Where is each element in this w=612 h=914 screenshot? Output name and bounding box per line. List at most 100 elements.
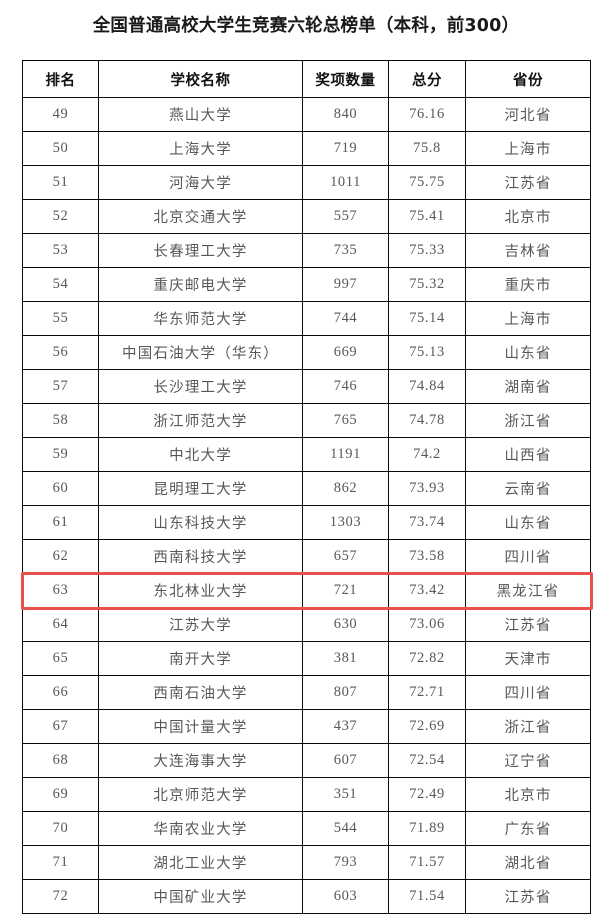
cell-province: 北京市 bbox=[465, 199, 591, 234]
cell-rank: 64 bbox=[22, 607, 99, 642]
cell-school: 华东师范大学 bbox=[98, 301, 303, 336]
cell-awards: 840 bbox=[302, 97, 389, 132]
cell-awards: 607 bbox=[302, 743, 389, 778]
cell-awards: 630 bbox=[302, 607, 389, 642]
cell-province: 山东省 bbox=[465, 505, 591, 540]
cell-school: 北京师范大学 bbox=[98, 777, 303, 812]
cell-awards: 793 bbox=[302, 845, 389, 880]
table-row: 64 江苏大学 630 73.06 江苏省 bbox=[22, 607, 591, 642]
cell-awards: 544 bbox=[302, 811, 389, 846]
cell-province: 河北省 bbox=[465, 97, 591, 132]
cell-rank: 56 bbox=[22, 335, 99, 370]
table-row: 70 华南农业大学 544 71.89 广东省 bbox=[22, 811, 591, 846]
column-header-province: 省份 bbox=[465, 60, 591, 98]
cell-school: 西南石油大学 bbox=[98, 675, 303, 710]
cell-score: 71.89 bbox=[388, 811, 466, 846]
cell-school: 河海大学 bbox=[98, 165, 303, 200]
cell-province: 重庆市 bbox=[465, 267, 591, 302]
cell-rank: 53 bbox=[22, 233, 99, 268]
cell-awards: 381 bbox=[302, 641, 389, 676]
cell-province: 浙江省 bbox=[465, 709, 591, 744]
cell-score: 73.93 bbox=[388, 471, 466, 506]
table-row: 67 中国计量大学 437 72.69 浙江省 bbox=[22, 709, 591, 744]
cell-score: 71.54 bbox=[388, 879, 466, 914]
cell-province: 云南省 bbox=[465, 471, 591, 506]
table-row: 66 西南石油大学 807 72.71 四川省 bbox=[22, 675, 591, 710]
cell-score: 72.49 bbox=[388, 777, 466, 812]
cell-score: 73.42 bbox=[388, 573, 466, 608]
cell-province: 天津市 bbox=[465, 641, 591, 676]
table-header: 排名 学校名称 奖项数量 总分 省份 bbox=[22, 60, 591, 98]
cell-school: 湖北工业大学 bbox=[98, 845, 303, 880]
cell-score: 72.71 bbox=[388, 675, 466, 710]
cell-score: 74.2 bbox=[388, 437, 466, 472]
cell-rank: 69 bbox=[22, 777, 99, 812]
table-row: 54 重庆邮电大学 997 75.32 重庆市 bbox=[22, 267, 591, 302]
cell-school: 重庆邮电大学 bbox=[98, 267, 303, 302]
cell-province: 山东省 bbox=[465, 335, 591, 370]
cell-awards: 669 bbox=[302, 335, 389, 370]
cell-awards: 721 bbox=[302, 573, 389, 608]
cell-score: 73.74 bbox=[388, 505, 466, 540]
cell-awards: 862 bbox=[302, 471, 389, 506]
cell-school: 北京交通大学 bbox=[98, 199, 303, 234]
cell-school: 长春理工大学 bbox=[98, 233, 303, 268]
cell-school: 华南农业大学 bbox=[98, 811, 303, 846]
cell-province: 上海市 bbox=[465, 131, 591, 166]
column-header-rank: 排名 bbox=[22, 60, 99, 98]
column-header-school: 学校名称 bbox=[98, 60, 303, 98]
cell-score: 75.32 bbox=[388, 267, 466, 302]
cell-province: 四川省 bbox=[465, 675, 591, 710]
page-title: 全国普通高校大学生竞赛六轮总榜单（本科，前300） bbox=[92, 16, 520, 36]
cell-province: 辽宁省 bbox=[465, 743, 591, 778]
cell-school: 西南科技大学 bbox=[98, 539, 303, 574]
cell-awards: 437 bbox=[302, 709, 389, 744]
table-row: 68 大连海事大学 607 72.54 辽宁省 bbox=[22, 743, 591, 778]
cell-rank: 65 bbox=[22, 641, 99, 676]
table-body: 49 燕山大学 840 76.16 河北省 50 上海大学 719 75.8 上海市 51 河海大学 1… bbox=[22, 97, 591, 914]
cell-province: 江苏省 bbox=[465, 165, 591, 200]
cell-score: 74.78 bbox=[388, 403, 466, 438]
cell-rank: 55 bbox=[22, 301, 99, 336]
cell-rank: 62 bbox=[22, 539, 99, 574]
cell-score: 75.75 bbox=[388, 165, 466, 200]
cell-awards: 744 bbox=[302, 301, 389, 336]
cell-school: 长沙理工大学 bbox=[98, 369, 303, 404]
table-row: 50 上海大学 719 75.8 上海市 bbox=[22, 131, 591, 166]
cell-province: 山西省 bbox=[465, 437, 591, 472]
cell-rank: 61 bbox=[22, 505, 99, 540]
cell-awards: 1191 bbox=[302, 437, 389, 472]
cell-school: 上海大学 bbox=[98, 131, 303, 166]
table-row: 58 浙江师范大学 765 74.78 浙江省 bbox=[22, 403, 591, 438]
cell-awards: 351 bbox=[302, 777, 389, 812]
cell-rank: 54 bbox=[22, 267, 99, 302]
cell-score: 75.33 bbox=[388, 233, 466, 268]
page-root: 全国普通高校大学生竞赛六轮总榜单（本科，前300） 排名 学校名称 奖项数量 总… bbox=[20, 16, 593, 914]
cell-school: 昆明理工大学 bbox=[98, 471, 303, 506]
cell-score: 74.84 bbox=[388, 369, 466, 404]
cell-school: 中北大学 bbox=[98, 437, 303, 472]
cell-rank: 51 bbox=[22, 165, 99, 200]
cell-school: 江苏大学 bbox=[98, 607, 303, 642]
cell-school: 中国矿业大学 bbox=[98, 879, 303, 914]
cell-score: 75.13 bbox=[388, 335, 466, 370]
cell-score: 72.54 bbox=[388, 743, 466, 778]
cell-school: 南开大学 bbox=[98, 641, 303, 676]
cell-awards: 746 bbox=[302, 369, 389, 404]
cell-rank: 72 bbox=[22, 879, 99, 914]
cell-awards: 997 bbox=[302, 267, 389, 302]
table-row: 71 湖北工业大学 793 71.57 湖北省 bbox=[22, 845, 591, 880]
cell-province: 北京市 bbox=[465, 777, 591, 812]
cell-awards: 765 bbox=[302, 403, 389, 438]
cell-rank: 58 bbox=[22, 403, 99, 438]
cell-rank: 66 bbox=[22, 675, 99, 710]
cell-rank: 57 bbox=[22, 369, 99, 404]
column-header-awards: 奖项数量 bbox=[302, 60, 389, 98]
cell-score: 75.14 bbox=[388, 301, 466, 336]
cell-score: 76.16 bbox=[388, 97, 466, 132]
cell-score: 72.69 bbox=[388, 709, 466, 744]
cell-awards: 603 bbox=[302, 879, 389, 914]
cell-score: 73.58 bbox=[388, 539, 466, 574]
table-row-highlighted: 63 东北林业大学 721 73.42 黑龙江省 bbox=[22, 573, 591, 608]
table-row: 51 河海大学 1011 75.75 江苏省 bbox=[22, 165, 591, 200]
